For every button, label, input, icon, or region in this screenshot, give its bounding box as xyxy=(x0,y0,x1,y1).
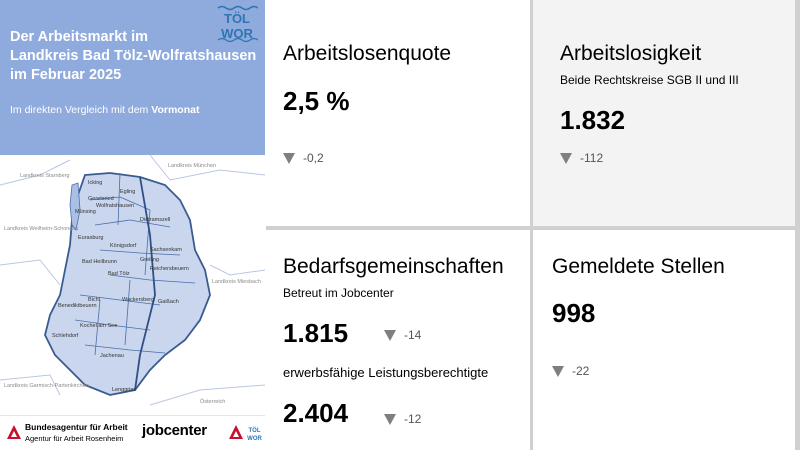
tile-value: 998 xyxy=(552,298,596,328)
tile-arbeitslosenquote: Arbeitslosenquote 2,5 % -0,2 xyxy=(266,0,530,226)
footer-logos: Bundesagentur für Arbeit Agentur für Arb… xyxy=(0,415,265,450)
tile-subtitle-2: erwerbsfähige Leistungsberechtigte xyxy=(283,365,489,380)
small-logo-bottom: WOR xyxy=(247,436,262,442)
tile-title: Bedarfsgemeinschaften xyxy=(283,255,504,278)
label-wackersberg: Wackersberg xyxy=(122,297,154,303)
down-triangle-icon xyxy=(384,413,396,425)
right-edge xyxy=(795,0,800,450)
tile-title: Arbeitslosigkeit xyxy=(560,42,702,65)
label-bichl: Bichl xyxy=(88,297,100,303)
label-lk-weilheim: Landkreis Weilheim-Schongau xyxy=(4,226,79,232)
label-greiling: Greiling xyxy=(140,257,159,263)
ba-name: Bundesagentur für Arbeit xyxy=(25,422,128,432)
label-benediktbeuern: Benediktbeuern xyxy=(58,303,97,309)
tile-change: -22 xyxy=(552,364,589,378)
divider-vertical xyxy=(530,0,533,450)
jobcenter-logo-text: jobcenter xyxy=(142,422,207,439)
tile-value-1: 1.815 xyxy=(283,318,349,348)
tolz-wolfratshausen-small-logo: TÖL WOR xyxy=(247,427,262,442)
label-lk-starnberg: Landkreis Starnberg xyxy=(20,173,70,179)
subtitle: Im direkten Vergleich mit dem Vormonat xyxy=(10,104,199,116)
tile-value: 1.832 xyxy=(560,105,626,135)
down-triangle-icon xyxy=(384,329,396,341)
label-bad-toelz: Bad Tölz xyxy=(108,271,130,277)
change-value-1: -14 xyxy=(404,328,422,342)
label-gaissach: Gaißach xyxy=(158,299,179,305)
page-title: Der Arbeitsmarkt im Landkreis Bad Tölz-W… xyxy=(10,28,260,85)
subtitle-emphasis: Vormonat xyxy=(151,104,200,116)
ba-logo-icon xyxy=(7,425,21,439)
ba-sub: Agentur für Arbeit Rosenheim xyxy=(25,434,124,443)
tile-arbeitslosigkeit: Arbeitslosigkeit Beide Rechtskreise SGB … xyxy=(533,0,795,226)
tile-change: -112 xyxy=(560,151,603,165)
label-dietramszell: Dietramszell xyxy=(140,217,170,223)
tile-change-1: -14 xyxy=(384,328,421,342)
label-schlehdorf: Schlehdorf xyxy=(52,333,79,339)
divider-horizontal xyxy=(266,226,800,230)
district-map: Icking Egling Münsing Geretsried Wolfrat… xyxy=(0,155,265,415)
tile-bedarfsgemeinschaften: Bedarfsgemeinschaften Betreut im Jobcent… xyxy=(266,230,530,450)
label-reichersbeuern: Reichersbeuern xyxy=(150,266,189,272)
label-eurasburg: Eurasburg xyxy=(78,235,103,241)
label-lk-miesbach: Landkreis Miesbach xyxy=(212,279,261,285)
label-oesterreich: Österreich xyxy=(200,398,225,405)
label-lk-garmisch: Landkreis Garmisch-Partenkirchen xyxy=(4,383,89,389)
label-icking: Icking xyxy=(88,180,102,186)
label-sachsenkam: Sachsenkam xyxy=(150,247,182,253)
tile-value-2: 2.404 xyxy=(283,398,349,428)
label-bad-heilbrunn: Bad Heilbrunn xyxy=(82,259,117,265)
label-muensing: Münsing xyxy=(75,209,96,215)
tolz-wolfratshausen-logo: TÖL WOR xyxy=(217,5,258,42)
label-egling: Egling xyxy=(120,189,135,195)
change-value: -112 xyxy=(580,151,604,165)
tile-title: Gemeldete Stellen xyxy=(552,255,725,278)
info-panel: Der Arbeitsmarkt im Landkreis Bad Tölz-W… xyxy=(0,0,265,450)
small-logo-top: TÖL xyxy=(249,427,261,434)
district-map-svg: Icking Egling Münsing Geretsried Wolfrat… xyxy=(0,155,265,406)
tile-subtitle-1: Betreut im Jobcenter xyxy=(283,286,394,300)
tile-gemeldete-stellen: Gemeldete Stellen 998 -22 xyxy=(533,230,795,450)
label-koenigsdorf: Königsdorf xyxy=(110,243,137,249)
tile-subtitle: Beide Rechtskreise SGB II und III xyxy=(560,73,739,87)
title-line-2: Landkreis Bad Tölz-Wolfratshausen xyxy=(10,48,257,64)
down-triangle-icon xyxy=(283,152,295,164)
tile-value: 2,5 % xyxy=(283,86,350,116)
label-lk-muenchen: Landkreis München xyxy=(168,163,216,169)
header-banner: Der Arbeitsmarkt im Landkreis Bad Tölz-W… xyxy=(0,0,265,155)
title-line-3: im Februar 2025 xyxy=(10,67,122,83)
label-kochel: Kochel am See xyxy=(80,323,117,329)
label-wolfratshausen: Wolfratshausen xyxy=(96,203,134,209)
jobcenter-mark-icon xyxy=(229,425,243,439)
label-lenggries: Lenggries xyxy=(112,387,136,393)
down-triangle-icon xyxy=(560,152,572,164)
change-value: -22 xyxy=(572,364,590,378)
title-line-1: Der Arbeitsmarkt im xyxy=(10,29,149,45)
tile-change: -0,2 xyxy=(283,151,324,165)
logo-text-bottom: WOR xyxy=(221,26,253,41)
change-value: -0,2 xyxy=(303,151,324,165)
change-value-2: -12 xyxy=(404,412,422,426)
logo-text-top: TÖL xyxy=(224,11,250,26)
subtitle-prefix: Im direkten Vergleich mit dem xyxy=(10,104,152,116)
down-triangle-icon xyxy=(552,365,564,377)
tile-title: Arbeitslosenquote xyxy=(283,42,452,65)
tile-change-2: -12 xyxy=(384,412,421,426)
district-outline xyxy=(44,172,211,396)
label-jachenau: Jachenau xyxy=(100,353,124,359)
label-geretsried: Geretsried xyxy=(88,196,114,202)
